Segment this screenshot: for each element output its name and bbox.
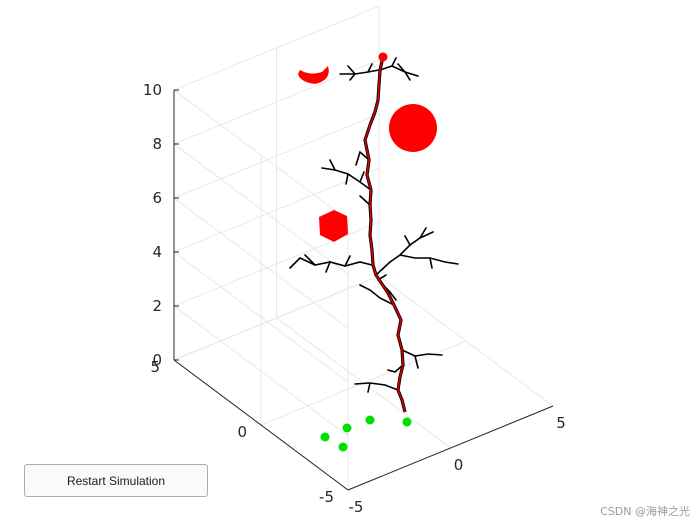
watermark: CSDN @海神之光 [600, 505, 690, 518]
tree-branch [339, 65, 419, 77]
seed-point [342, 423, 352, 433]
y-tick-label: 0 [237, 423, 247, 441]
tree-branch [375, 231, 434, 276]
y-tick-label: -5 [319, 488, 334, 506]
x-tick-label: -5 [349, 498, 364, 516]
tree-branch [401, 349, 443, 369]
tree-branch [354, 382, 399, 393]
gridline-floor [173, 275, 380, 361]
tree-branch [329, 159, 365, 185]
hexagon-obstacle [319, 210, 348, 242]
x-axis-line [347, 405, 554, 491]
tree-branch [399, 254, 459, 265]
tree-branch [355, 150, 371, 206]
z-tick-label: 0 [152, 351, 162, 369]
arc-obstacle [298, 66, 329, 84]
z-tick-label: 4 [152, 243, 162, 261]
y-axis-line [173, 359, 349, 491]
tree-branch [404, 227, 433, 269]
seed-point [338, 442, 348, 452]
z-tick-label: 6 [152, 189, 162, 207]
tree-branch [304, 254, 351, 273]
seed-point [320, 432, 330, 442]
x-tick-label: 5 [556, 414, 566, 432]
tree-branch [347, 57, 411, 81]
restart-simulation-button[interactable]: Restart Simulation [24, 464, 208, 497]
z-tick-label: 2 [152, 297, 162, 315]
tree-branch [387, 364, 404, 373]
seed-point [365, 415, 375, 425]
seed-points [320, 415, 412, 452]
z-tick-label: 10 [143, 81, 162, 99]
obstacles [298, 52, 437, 242]
sphere-obstacle [389, 104, 437, 152]
tree-branch [359, 284, 395, 306]
tree-structure [289, 56, 459, 413]
axes-grid [173, 5, 554, 491]
tree-branch [377, 274, 397, 301]
seed-point [402, 417, 412, 427]
y-tick-label: 5 [150, 358, 160, 376]
solution-path [364, 56, 406, 413]
tree-branch [289, 257, 373, 269]
goal-marker [378, 52, 388, 62]
z-tick-label: 8 [152, 135, 162, 153]
x-tick-label: 0 [454, 456, 464, 474]
